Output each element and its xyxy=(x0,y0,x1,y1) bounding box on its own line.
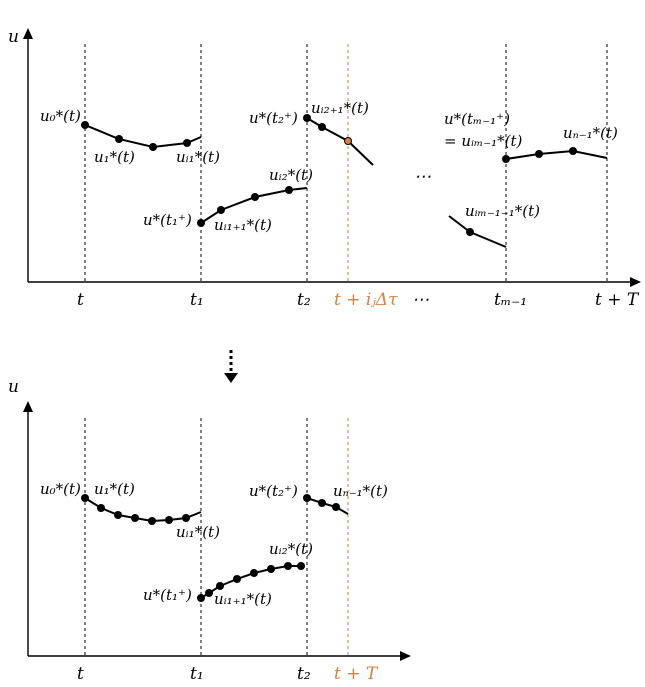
bottom-label-ui2: uᵢ₂*(t) xyxy=(269,540,313,558)
bottom-label-u-t1plus: u*(t₁⁺) xyxy=(143,586,192,604)
top-point-u-t1plus xyxy=(197,219,205,227)
top-x-axis-arrowhead xyxy=(630,277,641,287)
top-y-axis-arrowhead xyxy=(23,28,33,39)
top-point-ui2p1 xyxy=(318,123,326,131)
bottom-point xyxy=(318,499,326,507)
top-tick-t-plus-ij-dtau: t + iⱼΔτ xyxy=(334,290,398,310)
bottom-point xyxy=(114,511,122,519)
top-label-u-tm1plus: u*(tₘ₋₁⁺) xyxy=(444,110,510,128)
bottom-point xyxy=(267,565,275,573)
top-point-u-tm1plus xyxy=(502,155,510,163)
top-point-ui2 xyxy=(285,186,293,194)
top-label-eq-uim1: = uᵢₘ₋₁*(t) xyxy=(444,132,523,150)
bottom-point-u-t1plus xyxy=(197,594,205,602)
bottom-point-uN1 xyxy=(332,503,340,511)
bottom-label-ui1p1: uᵢ₁₊₁*(t) xyxy=(214,590,272,608)
top-tick-t-plus-T: t + T xyxy=(595,290,640,310)
top-point-uim1m1 xyxy=(466,228,474,236)
bottom-point-ui1 xyxy=(182,514,190,522)
top-point-u1 xyxy=(115,135,123,143)
top-label-ui2: uᵢ₂*(t) xyxy=(269,166,313,184)
top-segment-m-curve xyxy=(448,215,507,248)
bottom-point xyxy=(148,517,156,525)
bottom-point xyxy=(165,516,173,524)
bottom-point-u1 xyxy=(97,504,105,512)
bottom-label-u1: u₁*(t) xyxy=(94,480,135,498)
top-label-ui1p1: uᵢ₁₊₁*(t) xyxy=(214,216,272,234)
top-point-u0 xyxy=(81,121,89,129)
bottom-point-ui2 xyxy=(297,562,305,570)
top-point xyxy=(149,143,157,151)
bottom-point-u0 xyxy=(81,494,89,502)
bottom-label-u0: u₀*(t) xyxy=(40,480,81,498)
bottom-label-ui1: uᵢ₁*(t) xyxy=(176,523,220,541)
top-label-u-t2plus: u*(t₂⁺) xyxy=(249,109,298,127)
bottom-y-axis-arrowhead xyxy=(23,401,33,412)
down-arrow-head xyxy=(224,373,238,383)
bottom-tick-t1: t₁ xyxy=(190,664,204,684)
top-segment-3-curve xyxy=(306,117,374,166)
top-label-uim1m1: uᵢₘ₋₁₋₁*(t) xyxy=(465,202,540,220)
top-label-ui2p1: uᵢ₂₊₁*(t) xyxy=(311,99,369,117)
bottom-point xyxy=(284,562,292,570)
top-point xyxy=(251,193,259,201)
bottom-tick-t2: t₂ xyxy=(297,664,311,684)
top-point-accent xyxy=(344,137,352,145)
top-point-ui1 xyxy=(183,139,191,147)
top-tick-t2: t₂ xyxy=(297,290,311,310)
top-label-u0: u₀*(t) xyxy=(40,107,81,125)
bottom-tick-t-plus-T: t + T xyxy=(334,664,379,684)
top-label-u-t1plus: u*(t₁⁺) xyxy=(143,211,192,229)
top-axis-label: u xyxy=(8,27,19,47)
bottom-point-ui1p1 xyxy=(205,589,213,597)
bottom-point xyxy=(250,569,258,577)
top-point-uN1 xyxy=(569,147,577,155)
top-tick-tm1: tₘ₋₁ xyxy=(494,290,527,310)
top-point xyxy=(535,150,543,158)
bottom-label-u-t2plus: u*(t₂⁺) xyxy=(249,482,298,500)
top-point-u-t2plus xyxy=(303,114,311,122)
top-point-ui1p1 xyxy=(217,206,225,214)
bottom-axis-label: u xyxy=(8,377,19,397)
bottom-diagram: u t t₁ t₂ t + T u₀* xyxy=(8,377,411,684)
top-label-uN1: uₙ₋₁*(t) xyxy=(563,124,618,142)
top-tick-t1: t₁ xyxy=(190,290,204,310)
bottom-tick-t: t xyxy=(77,664,84,684)
down-dotted-arrow xyxy=(224,350,238,383)
top-tick-t: t xyxy=(77,290,84,310)
top-label-ui1: uᵢ₁*(t) xyxy=(176,148,220,166)
top-segment-last-curve xyxy=(505,149,608,160)
bottom-point xyxy=(131,514,139,522)
bottom-label-uN1: uₙ₋₁*(t) xyxy=(333,482,388,500)
bottom-point xyxy=(216,582,224,590)
top-diagram: u t t₁ t₂ t + iⱼΔτ ⋯ tₘ₋₁ t + T xyxy=(8,27,641,310)
bottom-x-axis-arrowhead xyxy=(400,651,411,661)
top-middle-ellipsis: ⋯ xyxy=(414,167,431,187)
top-label-u1: u₁*(t) xyxy=(94,148,135,166)
bottom-segment-3-curve xyxy=(306,497,349,515)
bottom-point-u-t2plus xyxy=(303,494,311,502)
bottom-point xyxy=(233,575,241,583)
top-tick-ellipsis: ⋯ xyxy=(412,290,429,310)
